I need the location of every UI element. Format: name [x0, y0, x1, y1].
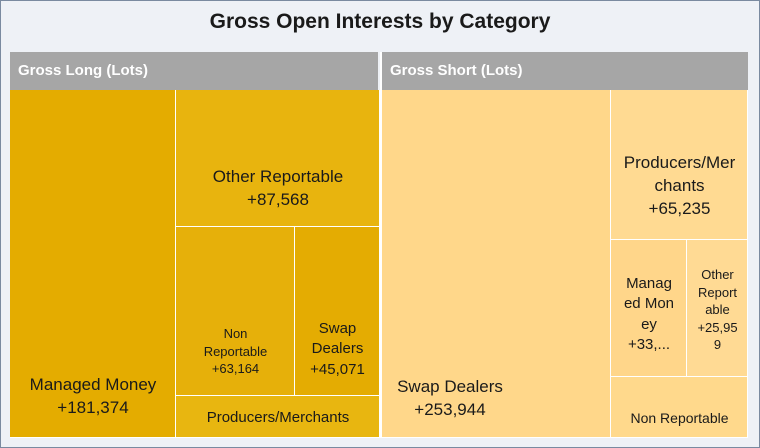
treemap-tile: Non Reportable — [611, 377, 748, 438]
tile-category-label: Swap Dealers — [311, 320, 364, 358]
tile-value-label: +181,374 — [57, 397, 129, 417]
chart-title: Gross Open Interests by Category — [209, 10, 551, 33]
tile-category-label: Other Reportable — [212, 167, 344, 186]
tile-category-label: Managed Money — [623, 275, 675, 333]
tile-category-label: Non Reportable — [630, 410, 729, 426]
treemap-tile: Swap Dealers +253,944 — [382, 90, 611, 438]
group-header-short: Gross Short (Lots) — [380, 52, 748, 90]
tile-value-label: +25,959 — [697, 319, 738, 353]
tile-value-label: +253,944 — [414, 399, 486, 419]
tile-category-label: Swap Dealers — [397, 377, 503, 396]
tile-category-label: Producers/Merchants — [206, 409, 350, 426]
tile-category-label: Producers/Merchants — [623, 153, 736, 195]
group-area-long: Managed Money +181,374 Other Reportable … — [10, 90, 380, 438]
tile-category-label: Managed Money — [29, 375, 157, 394]
tile-value-label: +87,568 — [247, 189, 309, 209]
group-area-short: Swap Dealers +253,944 Producers/Merchant… — [380, 90, 748, 438]
tile-value-label: +45,071 — [310, 360, 365, 378]
tile-category-label: Non Reportable — [203, 326, 268, 359]
group-header-long: Gross Long (Lots) — [10, 52, 378, 90]
treemap-tile: Producers/Merchants — [176, 396, 380, 438]
tile-value-label: +33,... — [627, 335, 671, 353]
tile-value-label: +63,164 — [211, 361, 260, 377]
treemap-tile: Other Reportable +87,568 — [176, 90, 380, 227]
treemap-tile: Other Reportable +25,959 — [687, 240, 748, 377]
treemap-tile: Managed Money +33,... — [611, 240, 687, 377]
treemap-tile: Non Reportable +63,164 — [176, 227, 295, 396]
tile-category-label: Other Reportable — [697, 267, 738, 318]
treemap-tile: Swap Dealers +45,071 — [295, 227, 380, 396]
tile-value-label: +65,235 — [648, 198, 711, 218]
treemap-tile: Producers/Merchants +65,235 — [611, 90, 748, 240]
treemap-tile: Managed Money +181,374 — [10, 90, 176, 438]
